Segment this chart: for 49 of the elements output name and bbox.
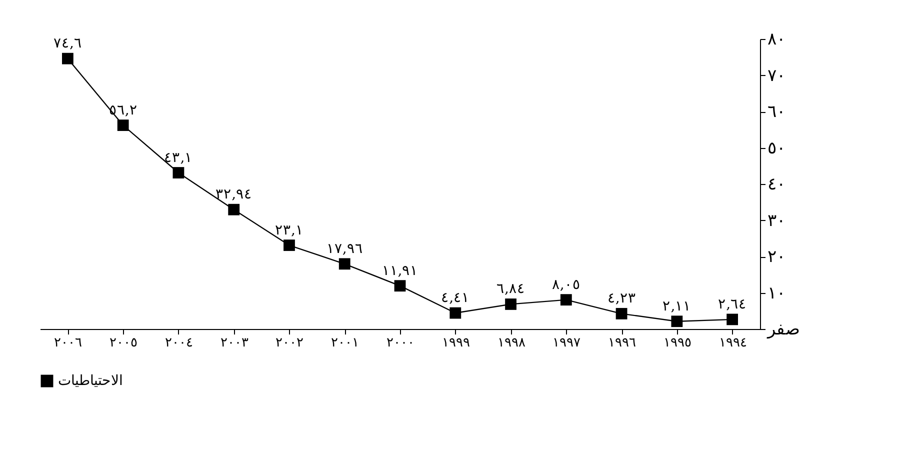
y-tick-label: ٢٠: [768, 247, 786, 267]
data-label: ٢٣,١: [275, 222, 304, 238]
y-tick-label: ١٠: [768, 283, 786, 304]
point: [616, 308, 628, 320]
x-tick-label: ١٩٩٤: [718, 336, 747, 350]
x-tick-label: ١٩٩٥: [663, 336, 692, 350]
data-label: ٦,٨٤: [496, 281, 525, 298]
data-label: ١٧,٩٦: [326, 240, 363, 257]
data-label: ٨,٠٥: [552, 276, 580, 293]
x-tick-label: ١٩٩٩: [442, 336, 470, 350]
data-label: ٣٢,٩٤: [216, 186, 252, 203]
x-tick-label: ١٩٩٨: [497, 336, 526, 350]
x-tick-label: ٢٠٠٢: [276, 336, 304, 350]
y-tick-label: ٣٠: [768, 210, 786, 231]
data-label: ٢,٦٤: [718, 296, 747, 312]
y-tick-label: ٤٠: [768, 174, 786, 194]
x-tick-label: ٢٠٠١: [331, 336, 360, 350]
x-tick-label: ١٩٩٧: [552, 336, 581, 350]
legend-label: الاحتياطيات: [58, 373, 123, 389]
point: [117, 120, 129, 131]
data-label: ٧٤,٦: [53, 36, 82, 52]
point: [726, 314, 738, 326]
y-tick-label: صفر: [766, 320, 800, 340]
point: [505, 298, 516, 310]
point: [172, 167, 184, 178]
data-label: ٤,٤١: [441, 290, 470, 306]
point: [62, 52, 74, 64]
point: [450, 307, 462, 319]
x-tick-label: ٢٠٠٦: [54, 336, 82, 350]
x-tick-label: ٢٠٠٤: [164, 336, 193, 350]
data-label: ١١,٩١: [382, 262, 418, 279]
point: [560, 294, 572, 306]
x-tick-label: ٢٠٠٣: [220, 336, 248, 350]
data-label: ٥٦,٢: [108, 102, 138, 118]
y-tick-label: ٨٠: [768, 30, 786, 50]
y-tick-label: ٦٠: [768, 102, 786, 122]
point: [394, 280, 406, 292]
data-label: ٢,١١: [662, 298, 692, 314]
data-label: ٤,٢٣: [607, 290, 636, 307]
point: [284, 240, 295, 251]
y-tick-label: ٥٠: [768, 138, 786, 158]
x-tick-label: ٢٠٠٥: [110, 336, 138, 350]
point: [671, 316, 683, 328]
x-tick-label: ٢٠٠٠: [386, 336, 414, 350]
x-tick-label: ١٩٩٦: [608, 336, 636, 350]
y-tick-label: ٧٠: [768, 66, 786, 86]
point: [228, 204, 240, 216]
point: [338, 258, 350, 270]
data-label: ٤٣,١: [164, 150, 193, 166]
